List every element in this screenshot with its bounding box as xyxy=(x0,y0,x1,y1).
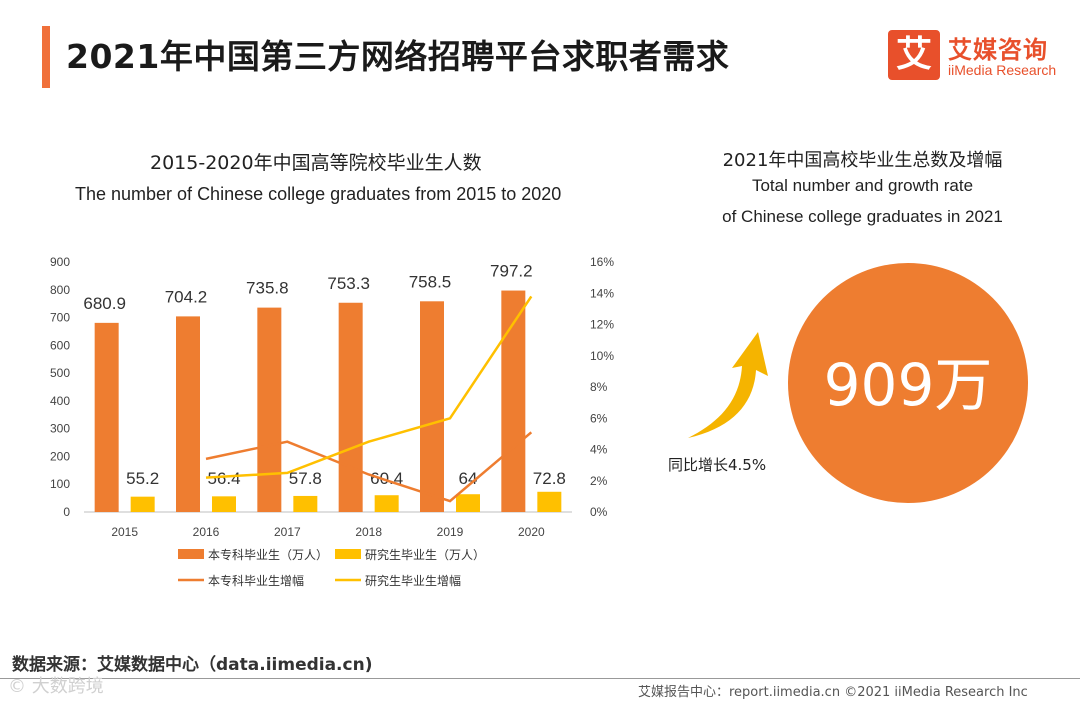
y-left-tick-label: 200 xyxy=(50,449,70,463)
y-right-tick-label: 0% xyxy=(590,505,608,519)
y-right-tick-label: 8% xyxy=(590,380,608,394)
right-title-en-line2: of Chinese college graduates in 2021 xyxy=(722,207,1003,226)
chart-title-en: The number of Chinese college graduates … xyxy=(75,184,562,204)
postgrad-bar xyxy=(130,496,155,512)
undergrad-bar xyxy=(94,322,119,512)
y-left-tick-label: 800 xyxy=(50,283,70,297)
right-title-en-line1: Total number and growth rate xyxy=(751,176,974,195)
y-left-tick-label: 600 xyxy=(50,338,70,352)
footer-divider xyxy=(0,678,1080,679)
y-left-tick-label: 400 xyxy=(50,394,70,408)
undergrad-bar xyxy=(501,290,526,512)
y-right-tick-label: 16% xyxy=(590,255,614,269)
y-left-tick-label: 500 xyxy=(50,366,70,380)
right-title-cn: 2021年中国高校毕业生总数及增幅 xyxy=(722,150,1003,171)
title-accent-bar xyxy=(42,26,50,88)
postgrad-value-label: 57.8 xyxy=(289,469,322,488)
undergrad-value-label: 704.2 xyxy=(165,287,208,306)
growth-arrow-icon xyxy=(688,332,768,438)
undergrad-bar xyxy=(338,302,363,512)
x-tick-label: 2017 xyxy=(274,525,301,539)
undergrad-bar xyxy=(176,316,200,512)
undergrad-value-label: 758.5 xyxy=(409,272,452,291)
postgrad-value-label: 56.4 xyxy=(207,469,240,488)
logo-icon: 艾 xyxy=(888,30,940,80)
y-left-tick-label: 900 xyxy=(50,255,70,269)
x-tick-label: 2020 xyxy=(518,525,545,539)
data-source: 数据来源：艾媒数据中心（data.iimedia.cn) xyxy=(12,655,373,675)
footer-report: 艾媒报告中心：report.iimedia.cn ©2021 iiMedia R… xyxy=(638,685,1028,700)
x-tick-label: 2015 xyxy=(111,525,138,539)
y-right-tick-label: 12% xyxy=(590,318,614,332)
postgrad-bar xyxy=(456,494,480,512)
logo-en-text: iiMedia Research xyxy=(948,62,1057,78)
postgrad-bar xyxy=(537,491,562,512)
y-left-tick-label: 0 xyxy=(63,505,70,519)
legend-postgrad-count-label: 研究生毕业生（万人） xyxy=(365,547,485,562)
growth-label: 同比增长4.5% xyxy=(668,456,767,474)
chart-title-cn: 2015-2020年中国高等院校毕业生人数 xyxy=(150,152,482,174)
legend-undergrad-count-label: 本专科毕业生（万人） xyxy=(208,547,328,562)
graduates-chart: 0 100 200 300 400 500 600 700 800 900 0% 2% 4% 6% 8% 10… xyxy=(50,255,614,588)
y-left-tick-label: 300 xyxy=(50,422,70,436)
postgrad-value-label: 72.8 xyxy=(533,469,566,488)
postgrad-value-label: 55.2 xyxy=(126,469,159,488)
undergrad-bar xyxy=(420,301,444,512)
watermark: © 大数跨境 xyxy=(8,676,104,697)
total-number: 909万 xyxy=(823,351,993,419)
x-tick-label: 2018 xyxy=(355,525,382,539)
x-tick-label: 2016 xyxy=(193,525,220,539)
legend-postgrad-count-swatch xyxy=(335,549,361,559)
postgrad-bar xyxy=(374,495,399,512)
x-tick-label: 2019 xyxy=(437,525,464,539)
y-right-tick-label: 6% xyxy=(590,411,608,425)
legend-undergrad-growth-label: 本专科毕业生增幅 xyxy=(208,573,304,588)
undergrad-value-label: 797.2 xyxy=(490,262,533,281)
logo-cn-text: 艾媒咨询 xyxy=(948,36,1048,64)
y-left-tick-label: 700 xyxy=(50,311,70,325)
y-right-tick-label: 14% xyxy=(590,286,614,300)
page-title: 2021年中国第三方网络招聘平台求职者需求 xyxy=(66,37,730,76)
y-right-tick-label: 4% xyxy=(590,443,608,457)
postgrad-bar xyxy=(212,496,236,512)
undergrad-value-label: 735.8 xyxy=(246,279,289,298)
iimedia-logo: 艾 艾媒咨询 iiMedia Research xyxy=(888,30,1068,84)
total-circle: 909万 xyxy=(788,263,1028,503)
y-right-tick-label: 2% xyxy=(590,474,608,488)
postgrad-growth-line xyxy=(205,295,533,479)
legend-undergrad-count-swatch xyxy=(178,549,204,559)
undergrad-value-label: 753.3 xyxy=(327,274,370,293)
y-left-tick-label: 100 xyxy=(50,477,70,491)
undergrad-value-label: 680.9 xyxy=(83,294,126,313)
undergrad-bar xyxy=(257,307,282,512)
legend-postgrad-growth-label: 研究生毕业生增幅 xyxy=(365,573,461,588)
y-right-tick-label: 10% xyxy=(590,349,614,363)
growth-arrow-shape xyxy=(688,332,768,438)
undergrad-growth-line xyxy=(205,431,533,503)
postgrad-bar xyxy=(293,495,318,512)
